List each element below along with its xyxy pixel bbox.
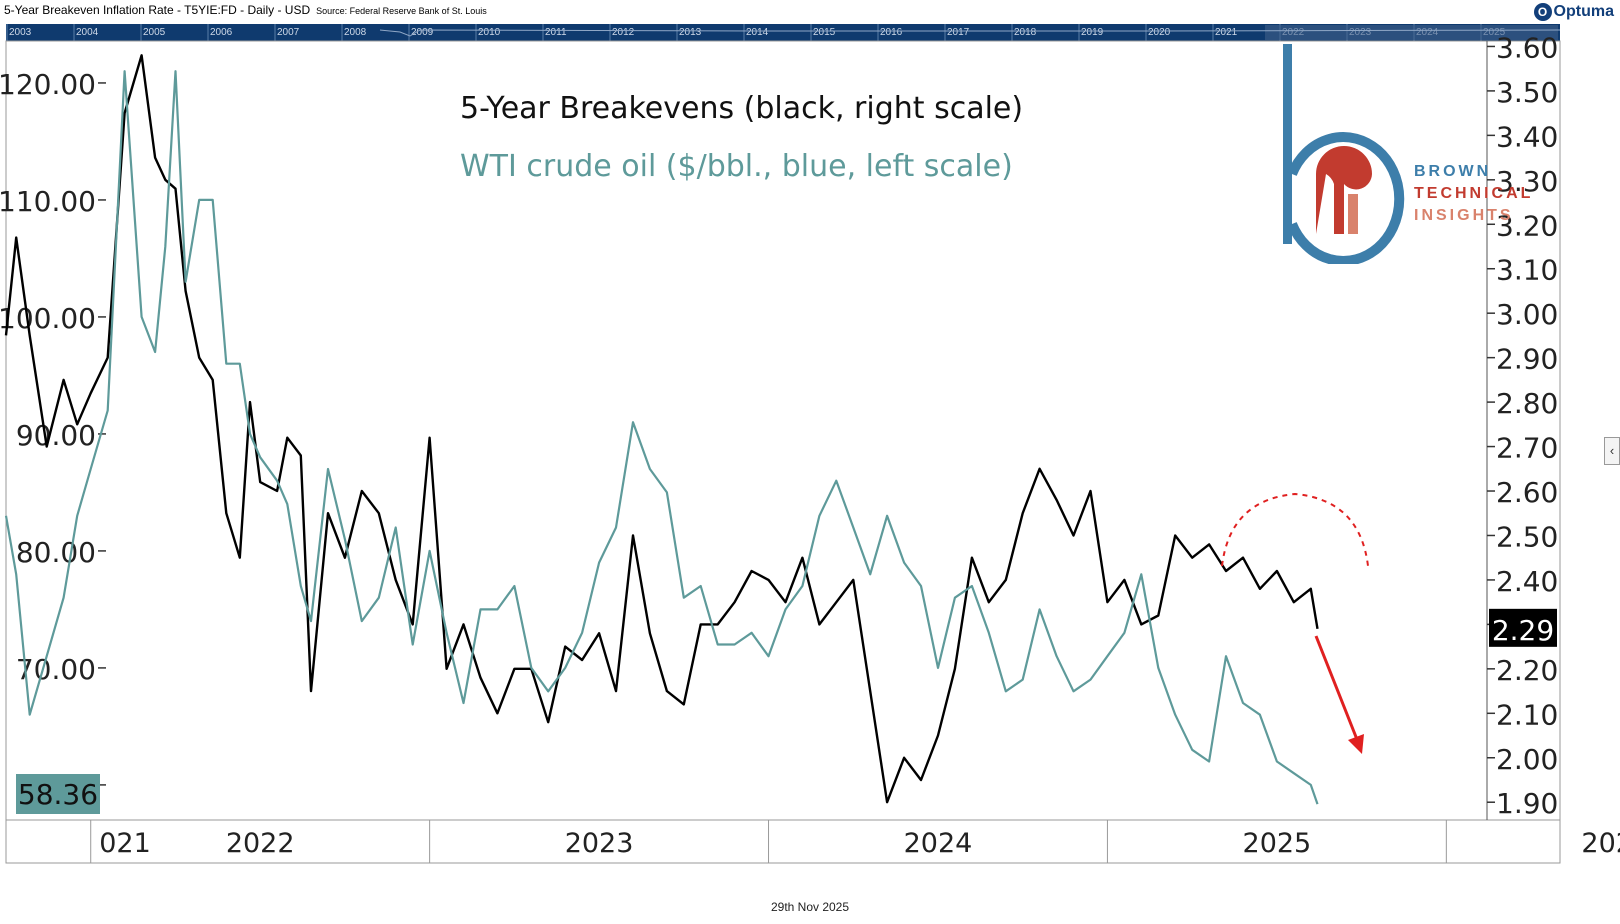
navigator-year-label: 2014 bbox=[746, 27, 769, 38]
logo-line-3: INSIGHTS bbox=[1414, 207, 1514, 224]
navigator-window bbox=[1265, 25, 1558, 40]
x-axis-tick-label: 2025 bbox=[1243, 828, 1312, 859]
navigator-year-label: 2010 bbox=[478, 27, 501, 38]
left-axis-tick-label: 120.00 bbox=[0, 68, 96, 101]
x-axis-tick-label: 021 bbox=[99, 828, 151, 859]
breakeven-last-value: 2.29 bbox=[1492, 614, 1554, 647]
brand-label: Optuma bbox=[1553, 3, 1614, 20]
navigator-year-label: 2018 bbox=[1014, 27, 1037, 38]
right-axis-tick-label: 3.20 bbox=[1496, 209, 1558, 242]
down-arrow-shaft bbox=[1314, 635, 1360, 743]
footer-date: 29th Nov 2025 bbox=[770, 900, 850, 914]
down-arrow-head bbox=[1348, 734, 1364, 754]
navigator-year-label: 2007 bbox=[277, 27, 300, 38]
x-axis-tick-label: 2026 bbox=[1581, 828, 1620, 859]
chart-title: 5-Year Breakeven Inflation Rate - T5YIE:… bbox=[4, 3, 487, 17]
oil-last-value-box bbox=[16, 774, 100, 814]
dome-annotation bbox=[1221, 492, 1369, 567]
breakeven-series-line bbox=[4, 54, 1319, 804]
right-axis-tick-label: 2.70 bbox=[1496, 432, 1558, 465]
chart-legend-annotation: 5-Year Breakevens (black, right scale) W… bbox=[460, 80, 1023, 196]
right-axis-tick-label: 2.90 bbox=[1496, 343, 1558, 376]
navigator-year-label: 2006 bbox=[210, 27, 233, 38]
navigator-year-label: 2009 bbox=[411, 27, 434, 38]
right-axis-tick-label: 2.00 bbox=[1496, 743, 1558, 776]
optuma-brand[interactable]: O Optuma bbox=[1533, 2, 1614, 22]
navigator-year-label: 2005 bbox=[143, 27, 166, 38]
title-label: 5-Year Breakeven Inflation Rate - T5YIE:… bbox=[4, 3, 311, 17]
navigator-bar bbox=[6, 24, 1560, 41]
logo-red-arch bbox=[1316, 146, 1372, 234]
navigator-year-label: 2019 bbox=[1081, 27, 1104, 38]
right-axis-tick-label: 3.30 bbox=[1496, 165, 1558, 198]
right-axis-tick-label: 3.60 bbox=[1496, 31, 1558, 64]
navigator-year-label: 2021 bbox=[1215, 27, 1238, 38]
right-axis-tick-label: 2.40 bbox=[1496, 565, 1558, 598]
left-axis-tick-label: 100.00 bbox=[0, 302, 96, 335]
collapse-panel-icon[interactable]: ‹ bbox=[1604, 437, 1620, 465]
x-axis-tick-label: 2023 bbox=[565, 828, 634, 859]
navigator-year-label: 2003 bbox=[9, 27, 32, 38]
right-axis-tick-label: 3.00 bbox=[1496, 298, 1558, 331]
navigator-year-label: 2012 bbox=[612, 27, 635, 38]
logo-salmon-bar bbox=[1348, 194, 1358, 234]
breakeven-legend-label: 5-Year Breakevens (black, right scale) bbox=[460, 91, 1024, 126]
x-axis-tick-label: 2022 bbox=[226, 828, 295, 859]
right-axis-tick-label: 2.20 bbox=[1496, 654, 1558, 687]
x-axis-tick-label: 2024 bbox=[904, 828, 973, 859]
navigator-sparkline bbox=[379, 29, 1561, 37]
logo-line-1: BROWN bbox=[1414, 163, 1491, 180]
left-axis-tick-label: 90.00 bbox=[16, 419, 96, 452]
left-axis-tick-label: 80.00 bbox=[16, 536, 96, 569]
breakeven-last-value-box bbox=[1489, 608, 1557, 647]
right-axis-tick-label: 2.80 bbox=[1496, 387, 1558, 420]
brown-technical-insights-logo: BROWN TECHNICAL INSIGHTS bbox=[1283, 44, 1533, 264]
oil-series-line bbox=[4, 70, 1319, 805]
chart-header: 5-Year Breakeven Inflation Rate - T5YIE:… bbox=[0, 0, 1620, 24]
oil-last-value: 58.36 bbox=[18, 778, 98, 811]
logo-bowl bbox=[1287, 132, 1405, 264]
navigator-year-label: 2008 bbox=[344, 27, 367, 38]
right-axis-tick-label: 3.50 bbox=[1496, 76, 1558, 109]
navigator-year-label: 2015 bbox=[813, 27, 836, 38]
right-axis-tick-label: 1.90 bbox=[1496, 787, 1558, 820]
optuma-logo-icon: O bbox=[1533, 3, 1552, 21]
left-axis-tick-label: 110.00 bbox=[0, 185, 96, 218]
right-axis-tick-label: 2.50 bbox=[1496, 520, 1558, 553]
navigator-year-label: 2017 bbox=[947, 27, 970, 38]
navigator-year-label: 2020 bbox=[1148, 27, 1171, 38]
navigator-year-label: 2004 bbox=[76, 27, 99, 38]
plot-frame bbox=[5, 40, 1561, 864]
left-axis-tick-label: 70.00 bbox=[16, 653, 96, 686]
right-axis-tick-label: 2.60 bbox=[1496, 476, 1558, 509]
source-label: Source: Federal Reserve Bank of St. Loui… bbox=[316, 6, 487, 16]
navigator-year-label: 2013 bbox=[679, 27, 702, 38]
right-axis-tick-label: 3.40 bbox=[1496, 120, 1558, 153]
logo-stem bbox=[1283, 44, 1292, 244]
oil-legend-label: WTI crude oil ($/bbl., blue, left scale) bbox=[460, 149, 1013, 184]
logo-line-2: TECHNICAL bbox=[1414, 185, 1533, 202]
navigator-year-label: 2016 bbox=[880, 27, 903, 38]
right-axis-tick-label: 2.10 bbox=[1496, 698, 1558, 731]
navigator-year-label: 2011 bbox=[545, 27, 567, 38]
right-axis-tick-label: 3.10 bbox=[1496, 254, 1558, 287]
